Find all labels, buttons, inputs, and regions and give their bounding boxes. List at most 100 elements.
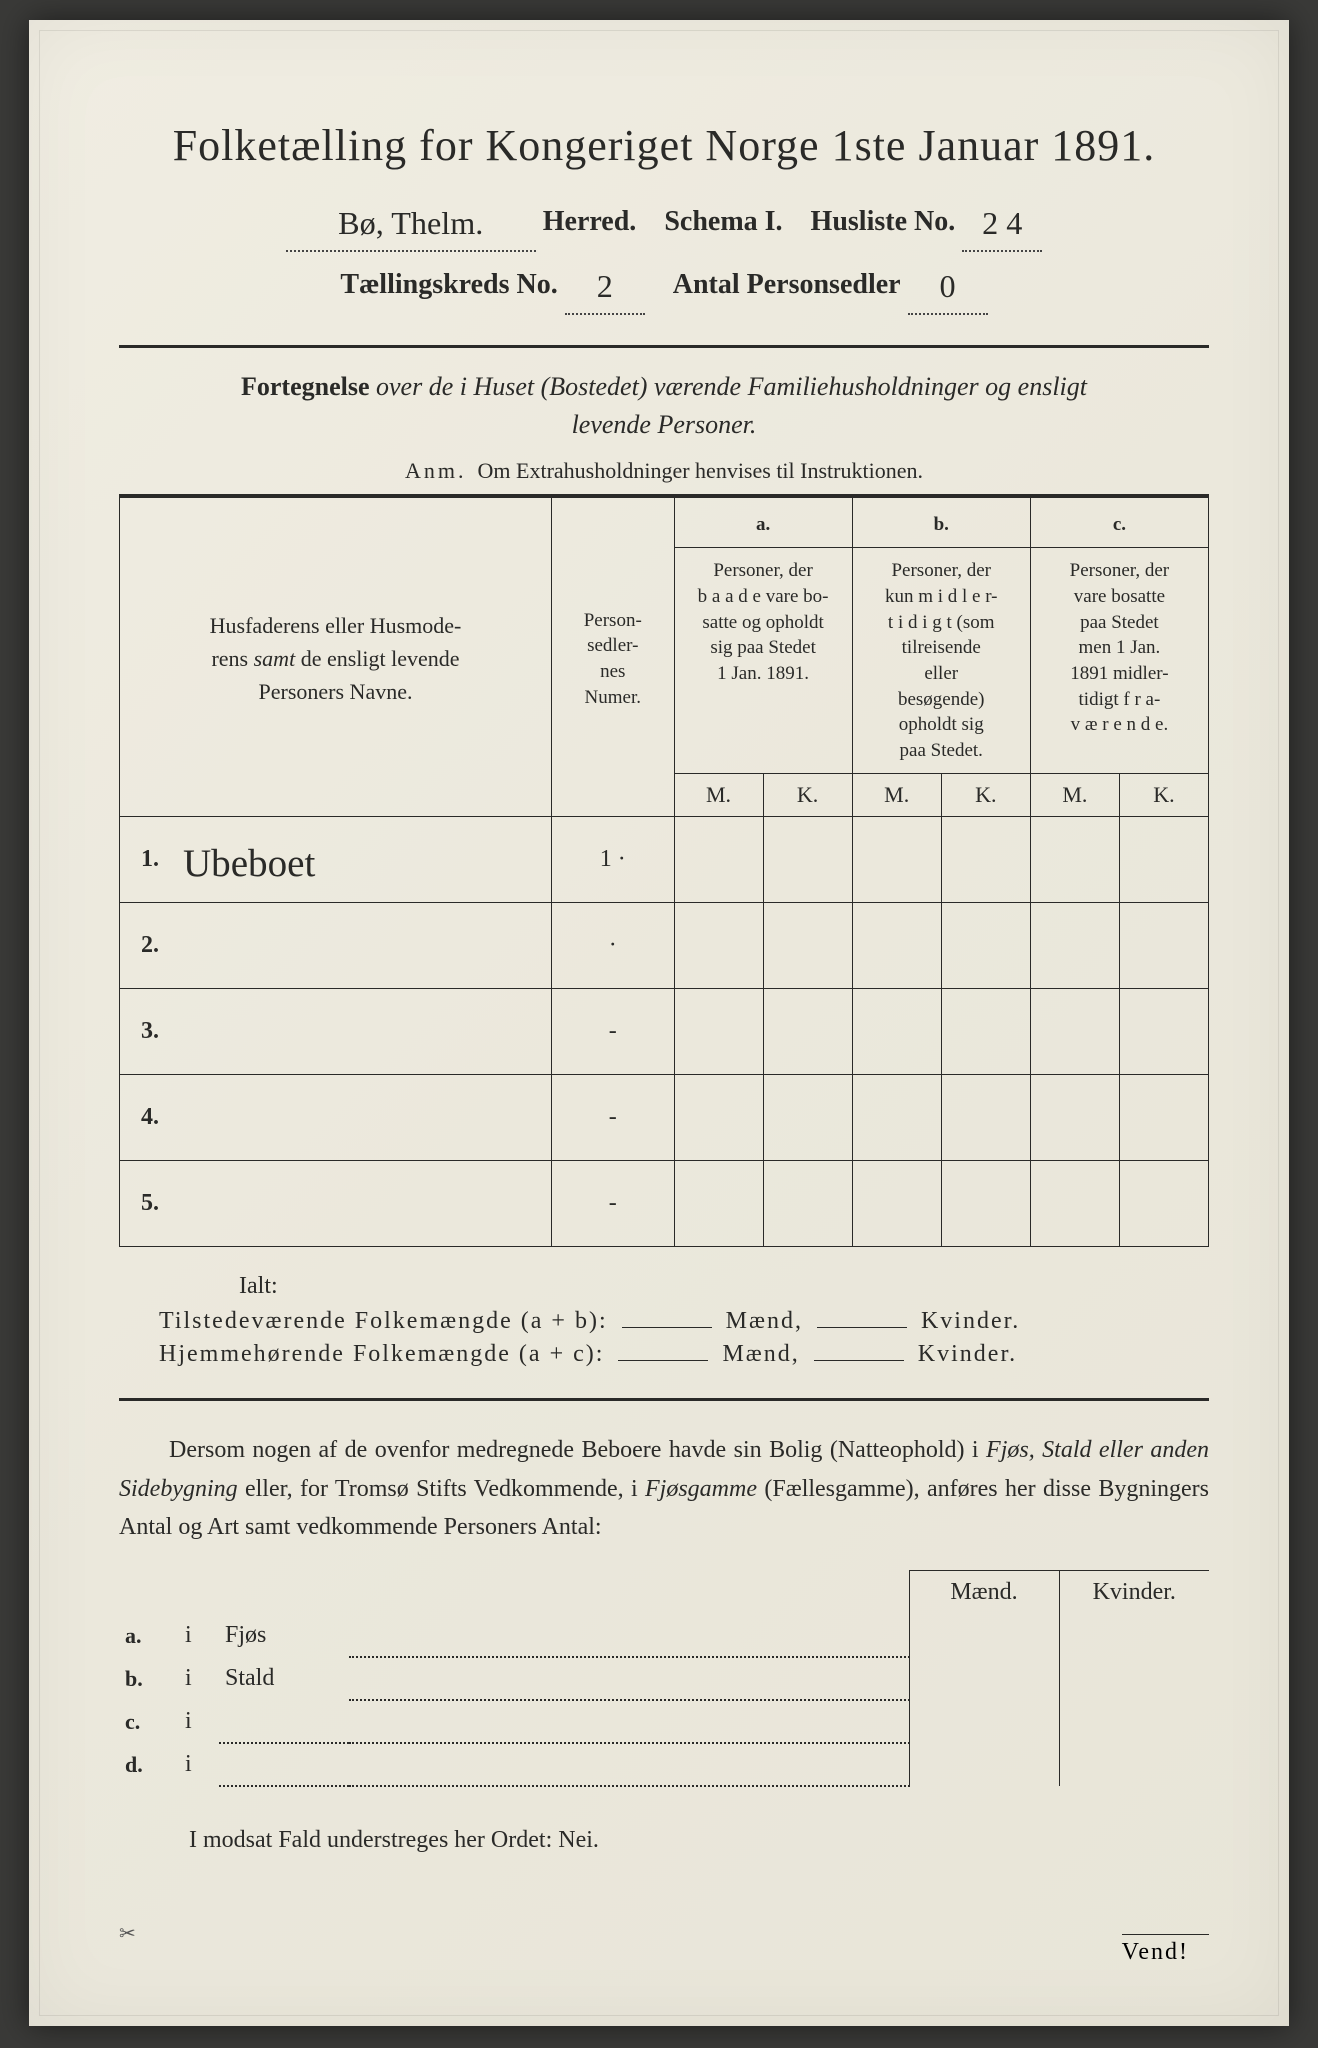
col-b-m: M.: [852, 774, 941, 817]
row-num: 3.: [120, 989, 173, 1075]
col-b-header: Personer, derkun m i d l e r-t i d i g t…: [852, 548, 1030, 774]
col-c-k: K.: [1119, 774, 1208, 817]
cell: [1119, 903, 1208, 989]
lower-m: [909, 1700, 1059, 1743]
col-a-k: K.: [763, 774, 852, 817]
row-name: [173, 1161, 552, 1247]
lower-lab: d.: [119, 1743, 179, 1786]
lower-type: Stald: [219, 1657, 349, 1700]
cell: [941, 817, 1030, 903]
col-pnum-header: Person-sedler-nesNumer.: [552, 496, 674, 817]
cell: [941, 989, 1030, 1075]
col-c-header: Personer, dervare bosattepaa Stedetmen 1…: [1030, 548, 1208, 774]
lower-k: [1059, 1700, 1209, 1743]
col-a-m: M.: [674, 774, 763, 817]
col-b-top: b.: [852, 496, 1030, 548]
nei-line: I modsat Fald understreges her Ordet: Ne…: [189, 1827, 1209, 1854]
row-pnum: ·: [552, 903, 674, 989]
col-a-header: Personer, derb a a d e vare bo-satte og …: [674, 548, 852, 774]
table-row: 5. -: [120, 1161, 1209, 1247]
cell: [763, 817, 852, 903]
lower-m: [909, 1743, 1059, 1786]
sum-m: Mænd,: [726, 1308, 803, 1334]
sum-k: Kvinder.: [921, 1308, 1020, 1334]
anm-line: Anm. Om Extrahusholdninger henvises til …: [119, 458, 1209, 484]
anm-text: Om Extrahusholdninger henvises til Instr…: [478, 458, 923, 483]
lower-k: [1059, 1614, 1209, 1657]
sum-m2: Mænd,: [722, 1341, 799, 1367]
schema-label: Schema I.: [664, 206, 782, 237]
sum2-k-fill: [814, 1360, 904, 1361]
row-num: 1.: [120, 817, 173, 903]
lower-dots: [349, 1743, 909, 1786]
lower-hdr-m: Mænd.: [909, 1571, 1059, 1615]
lower-hdr-k: Kvinder.: [1059, 1571, 1209, 1615]
sum1-m-fill: [622, 1327, 712, 1328]
cell: [674, 817, 763, 903]
herred-value: Bø, Thelm.: [286, 189, 536, 252]
header-row-1: Bø, Thelm. Herred. Schema I. Husliste No…: [119, 189, 1209, 252]
lower-type: [219, 1743, 349, 1786]
cell: [1030, 989, 1119, 1075]
lower-row: d. i: [119, 1743, 1209, 1786]
divider-mid: [119, 1398, 1209, 1401]
vend-label: Vend!: [1122, 1934, 1209, 1966]
husliste-value: 2 4: [962, 189, 1042, 252]
anm-label: Anm.: [405, 458, 467, 483]
lower-i: i: [179, 1700, 219, 1743]
row-pnum: -: [552, 1161, 674, 1247]
main-table-body: 1. Ubeboet 1 · 2. · 3. -: [120, 817, 1209, 1247]
cell: [1119, 1161, 1208, 1247]
cell: [1119, 1075, 1208, 1161]
lower-dots: [349, 1614, 909, 1657]
cell: [763, 989, 852, 1075]
personsedler-value: 0: [908, 252, 988, 315]
ialt-label: Ialt:: [239, 1273, 1209, 1300]
cell: [674, 1161, 763, 1247]
row-num: 2.: [120, 903, 173, 989]
subtitle: Fortegnelse over de i Huset (Bostedet) v…: [119, 368, 1209, 443]
cell: [1030, 903, 1119, 989]
paragraph: Dersom nogen af de ovenfor medregnede Be…: [119, 1431, 1209, 1546]
lower-row: a. i Fjøs: [119, 1614, 1209, 1657]
cell: [763, 1075, 852, 1161]
lower-k: [1059, 1743, 1209, 1786]
divider-top: [119, 345, 1209, 348]
cell: [1030, 1075, 1119, 1161]
col-c-m: M.: [1030, 774, 1119, 817]
header-row-2: Tællingskreds No. 2 Antal Personsedler 0: [119, 252, 1209, 315]
cell: [763, 903, 852, 989]
kreds-label: Tællingskreds No.: [340, 269, 557, 300]
herred-label: Herred.: [543, 206, 637, 237]
row-name: [173, 1075, 552, 1161]
subtitle-line1: over de i Huset (Bostedet) værende Famil…: [376, 372, 1087, 401]
cell: [941, 1161, 1030, 1247]
cell: [1119, 989, 1208, 1075]
sum2-m-fill: [618, 1360, 708, 1361]
cell: [941, 903, 1030, 989]
personsedler-label: Antal Personsedler: [673, 269, 901, 300]
row-pnum: -: [552, 989, 674, 1075]
main-table: Husfaderens eller Husmode-rens samt de e…: [119, 494, 1209, 1247]
lower-i: i: [179, 1743, 219, 1786]
row-pnum: 1 ·: [552, 817, 674, 903]
lower-table: Mænd. Kvinder. a. i Fjøs b. i Stald c. i: [119, 1570, 1209, 1787]
lower-dots: [349, 1657, 909, 1700]
lower-lab: a.: [119, 1614, 179, 1657]
cell: [763, 1161, 852, 1247]
lower-row: b. i Stald: [119, 1657, 1209, 1700]
lower-type: [219, 1700, 349, 1743]
subtitle-lead-word: Fortegnelse: [241, 372, 370, 401]
row-pnum: -: [552, 1075, 674, 1161]
header-block: Bø, Thelm. Herred. Schema I. Husliste No…: [119, 189, 1209, 315]
lower-type: Fjøs: [219, 1614, 349, 1657]
cell: [852, 817, 941, 903]
sum-line-1: Tilstedeværende Folkemængde (a + b): Mæn…: [159, 1308, 1209, 1335]
lower-i: i: [179, 1657, 219, 1700]
lower-i: i: [179, 1614, 219, 1657]
census-form-page: Folketælling for Kongeriget Norge 1ste J…: [29, 20, 1289, 2026]
table-row: 3. -: [120, 989, 1209, 1075]
col-a-top: a.: [674, 496, 852, 548]
col-c-top: c.: [1030, 496, 1208, 548]
husliste-label: Husliste No.: [811, 206, 956, 237]
